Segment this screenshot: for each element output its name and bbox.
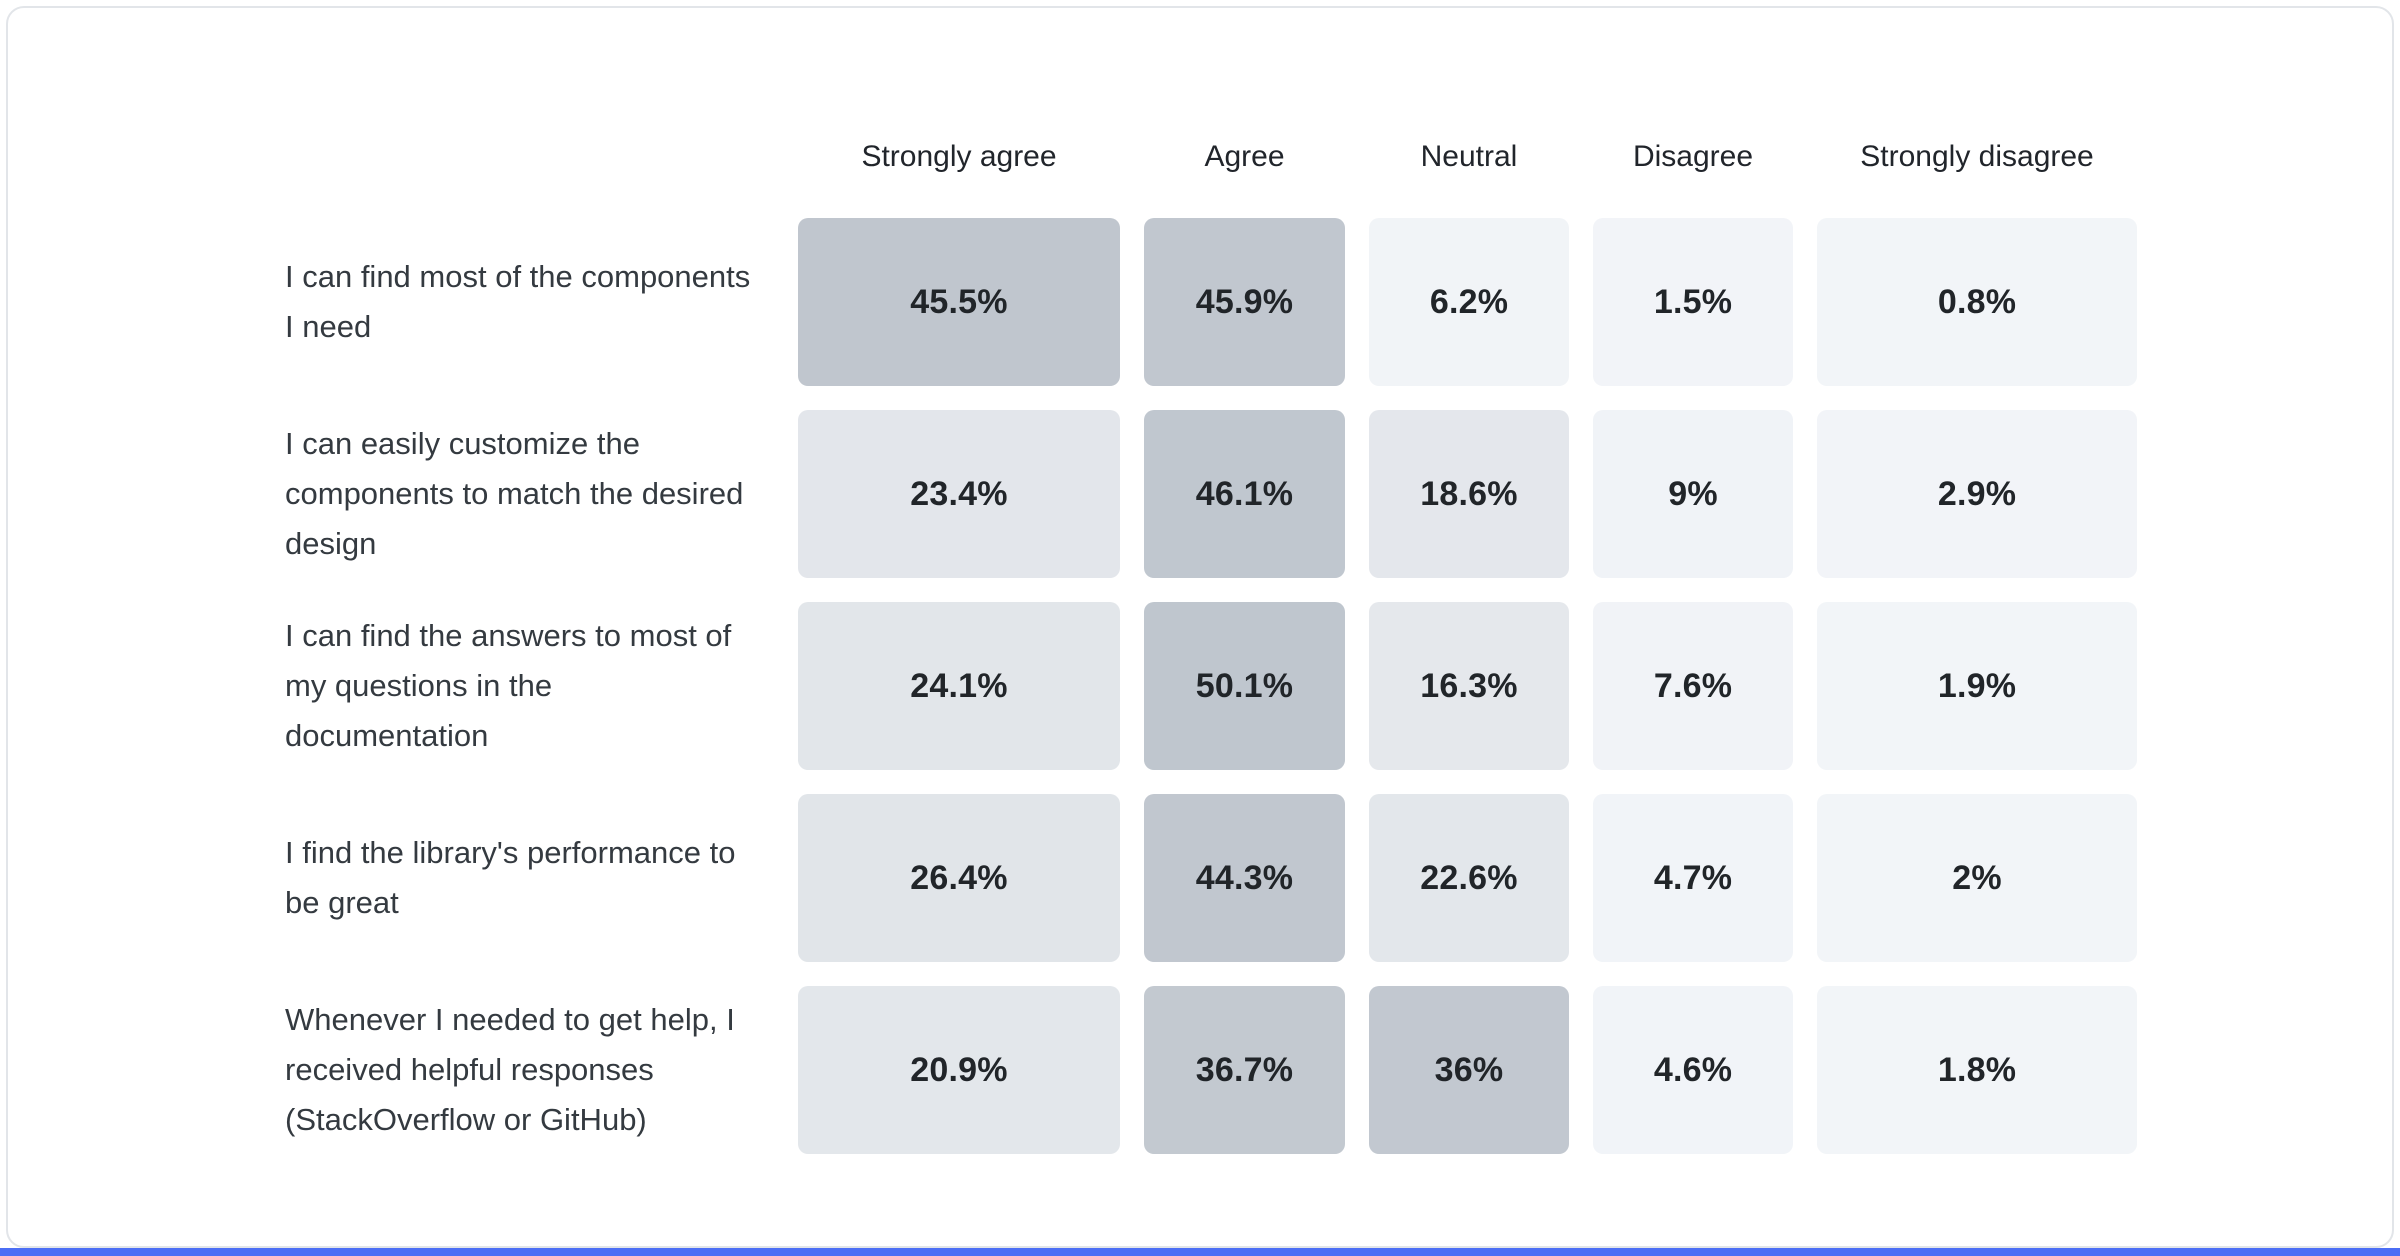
heatmap-cell: 2.9% xyxy=(1817,410,2137,578)
row-label: Whenever I needed to get help, I receive… xyxy=(285,1002,735,1137)
bottom-accent-bar xyxy=(0,1248,2400,1256)
column-header-agree: Agree xyxy=(1204,140,1285,173)
heatmap-cell: 1.9% xyxy=(1817,602,2137,770)
heatmap-cell: 4.6% xyxy=(1593,986,1793,1154)
heatmap-cell: 9% xyxy=(1593,410,1793,578)
heatmap-cell: 45.9% xyxy=(1144,218,1345,386)
heatmap-cell: 50.1% xyxy=(1144,602,1345,770)
heatmap-cell: 18.6% xyxy=(1369,410,1569,578)
column-header-disagree: Disagree xyxy=(1632,140,1754,173)
row-label: I can find most of the components I need xyxy=(285,259,751,344)
heatmap-cell: 45.5% xyxy=(798,218,1120,386)
row-label: I can easily customize the components to… xyxy=(285,426,744,561)
heatmap-cell: 46.1% xyxy=(1144,410,1345,578)
row-label: I can find the answers to most of my que… xyxy=(285,618,732,753)
heatmap-cell: 20.9% xyxy=(798,986,1120,1154)
heatmap-cell: 36% xyxy=(1369,986,1569,1154)
heatmap-cell: 36.7% xyxy=(1144,986,1345,1154)
column-header-neutral: Neutral xyxy=(1420,140,1518,173)
heatmap-cell: 1.5% xyxy=(1593,218,1793,386)
row-label: I find the library's performance to be g… xyxy=(285,835,736,920)
column-header-strongly-disagree: Strongly disagree xyxy=(1860,140,2094,173)
heatmap-cell: 1.8% xyxy=(1817,986,2137,1154)
heatmap-cell: 16.3% xyxy=(1369,602,1569,770)
heatmap-cell: 2% xyxy=(1817,794,2137,962)
corner-spacer xyxy=(285,120,774,194)
heatmap-cell: 0.8% xyxy=(1817,218,2137,386)
heatmap-cell: 23.4% xyxy=(798,410,1120,578)
survey-card: Strongly agree Agree Neutral Disagree Strong… xyxy=(6,6,2394,1248)
heatmap-cell: 6.2% xyxy=(1369,218,1569,386)
heatmap-cell: 24.1% xyxy=(798,602,1120,770)
heatmap-cell: 4.7% xyxy=(1593,794,1793,962)
heatmap-grid: Strongly agree Agree Neutral Disagree Strong… xyxy=(285,120,2137,1154)
heatmap-cell: 7.6% xyxy=(1593,602,1793,770)
heatmap-cell: 22.6% xyxy=(1369,794,1569,962)
heatmap-cell: 44.3% xyxy=(1144,794,1345,962)
column-header-strongly-agree: Strongly agree xyxy=(861,140,1057,173)
heatmap-cell: 26.4% xyxy=(798,794,1120,962)
